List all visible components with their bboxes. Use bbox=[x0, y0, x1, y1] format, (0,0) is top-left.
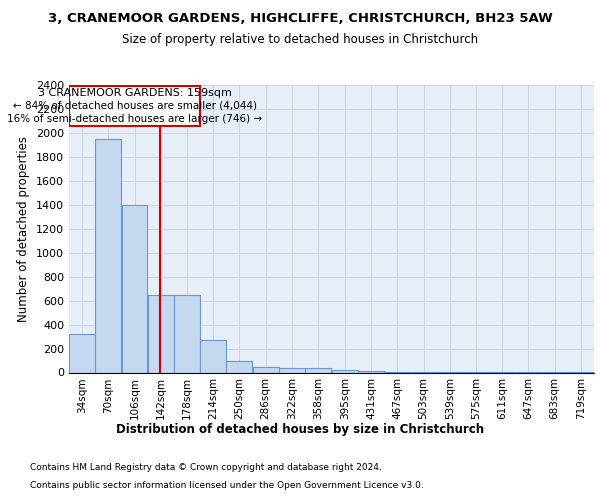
Bar bbox=[122, 205, 148, 372]
Text: 3, CRANEMOOR GARDENS, HIGHCLIFFE, CHRISTCHURCH, BH23 5AW: 3, CRANEMOOR GARDENS, HIGHCLIFFE, CHRIST… bbox=[47, 12, 553, 26]
Bar bbox=[95, 139, 121, 372]
Y-axis label: Number of detached properties: Number of detached properties bbox=[17, 136, 31, 322]
Bar bbox=[69, 334, 95, 372]
Bar bbox=[253, 366, 278, 372]
Bar bbox=[358, 370, 384, 372]
Text: 16% of semi-detached houses are larger (746) →: 16% of semi-detached houses are larger (… bbox=[7, 114, 262, 124]
Text: Contains HM Land Registry data © Crown copyright and database right 2024.: Contains HM Land Registry data © Crown c… bbox=[30, 464, 382, 472]
Bar bbox=[148, 294, 173, 372]
Bar bbox=[174, 294, 200, 372]
Text: 3 CRANEMOOR GARDENS: 159sqm: 3 CRANEMOOR GARDENS: 159sqm bbox=[38, 88, 232, 99]
Text: ← 84% of detached houses are smaller (4,044): ← 84% of detached houses are smaller (4,… bbox=[13, 101, 257, 111]
FancyBboxPatch shape bbox=[69, 86, 200, 126]
Bar bbox=[200, 340, 226, 372]
Bar bbox=[332, 370, 358, 372]
Bar bbox=[305, 368, 331, 372]
Bar bbox=[226, 360, 253, 372]
Bar bbox=[279, 368, 305, 372]
Text: Size of property relative to detached houses in Christchurch: Size of property relative to detached ho… bbox=[122, 32, 478, 46]
Text: Contains public sector information licensed under the Open Government Licence v3: Contains public sector information licen… bbox=[30, 481, 424, 490]
Text: Distribution of detached houses by size in Christchurch: Distribution of detached houses by size … bbox=[116, 422, 484, 436]
